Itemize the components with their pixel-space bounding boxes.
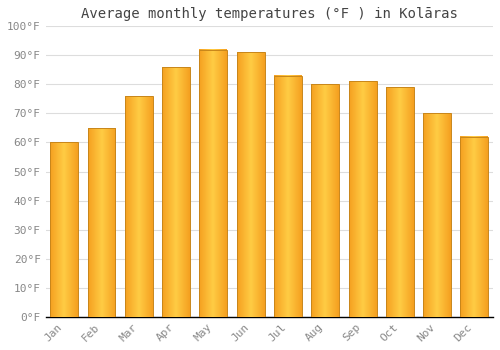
Bar [125,96,153,317]
Bar [200,49,228,317]
Bar [460,137,488,317]
Bar [423,113,451,317]
Bar [50,142,78,317]
Bar [236,52,264,317]
Bar [386,87,414,317]
Title: Average monthly temperatures (°F ) in Kolāras: Average monthly temperatures (°F ) in Ko… [81,7,458,21]
Bar [348,82,376,317]
Bar [162,67,190,317]
Bar [312,84,339,317]
Bar [88,128,116,317]
Bar [274,76,302,317]
